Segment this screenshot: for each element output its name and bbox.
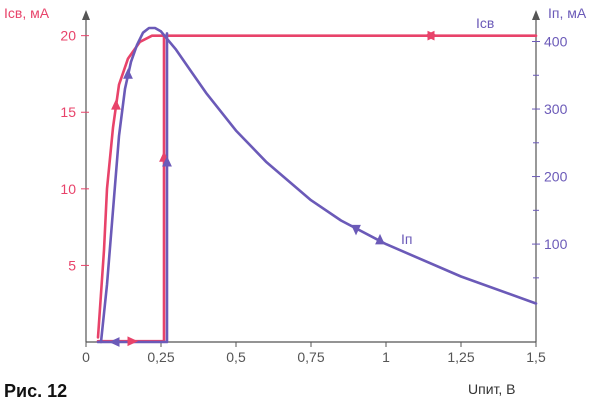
y-right-tick-label: 300	[544, 101, 568, 117]
y-axis-left-label: Iсв, мА	[4, 5, 50, 21]
y-left-tick-label: 20	[60, 28, 76, 44]
x-axis-label: Uпит, В	[468, 381, 516, 397]
y-axis-right-label: Iп, мА	[548, 5, 587, 21]
x-tick-label: 1	[382, 349, 390, 365]
axes: 0 0,25 0,5 0,75 1 1,25 1,5 5 10 15 20 100 200 300 400 I…	[4, 5, 587, 399]
series-label: Iп	[401, 231, 412, 247]
series-layer	[98, 28, 536, 342]
x-tick-label: 1,5	[526, 349, 546, 365]
x-tick-label: 0,25	[147, 349, 174, 365]
labels-layer: Iсв Iп	[401, 15, 494, 247]
y-axis-right-arrowhead	[532, 10, 540, 20]
arrows-layer	[109, 31, 438, 347]
figure-caption: Рис. 12	[4, 381, 67, 399]
series-arrow	[109, 337, 120, 347]
x-tick-label: 1,25	[447, 349, 474, 365]
y-right-tick-label: 200	[544, 169, 568, 185]
y-left-tick-label: 10	[60, 181, 76, 197]
y-right-tick-label: 100	[544, 236, 568, 252]
y-left-tick-label: 5	[68, 257, 76, 273]
y-right-tick-label: 400	[544, 34, 568, 50]
x-tick-label: 0,5	[226, 349, 246, 365]
y-axis-left-arrowhead	[82, 10, 90, 20]
series-label: Iсв	[476, 15, 494, 31]
y-left-tick-label: 15	[60, 104, 76, 120]
x-tick-label: 0,75	[297, 349, 324, 365]
series-arrow	[128, 336, 139, 346]
x-tick-label: 0	[82, 349, 90, 365]
series-arrow	[111, 99, 121, 110]
